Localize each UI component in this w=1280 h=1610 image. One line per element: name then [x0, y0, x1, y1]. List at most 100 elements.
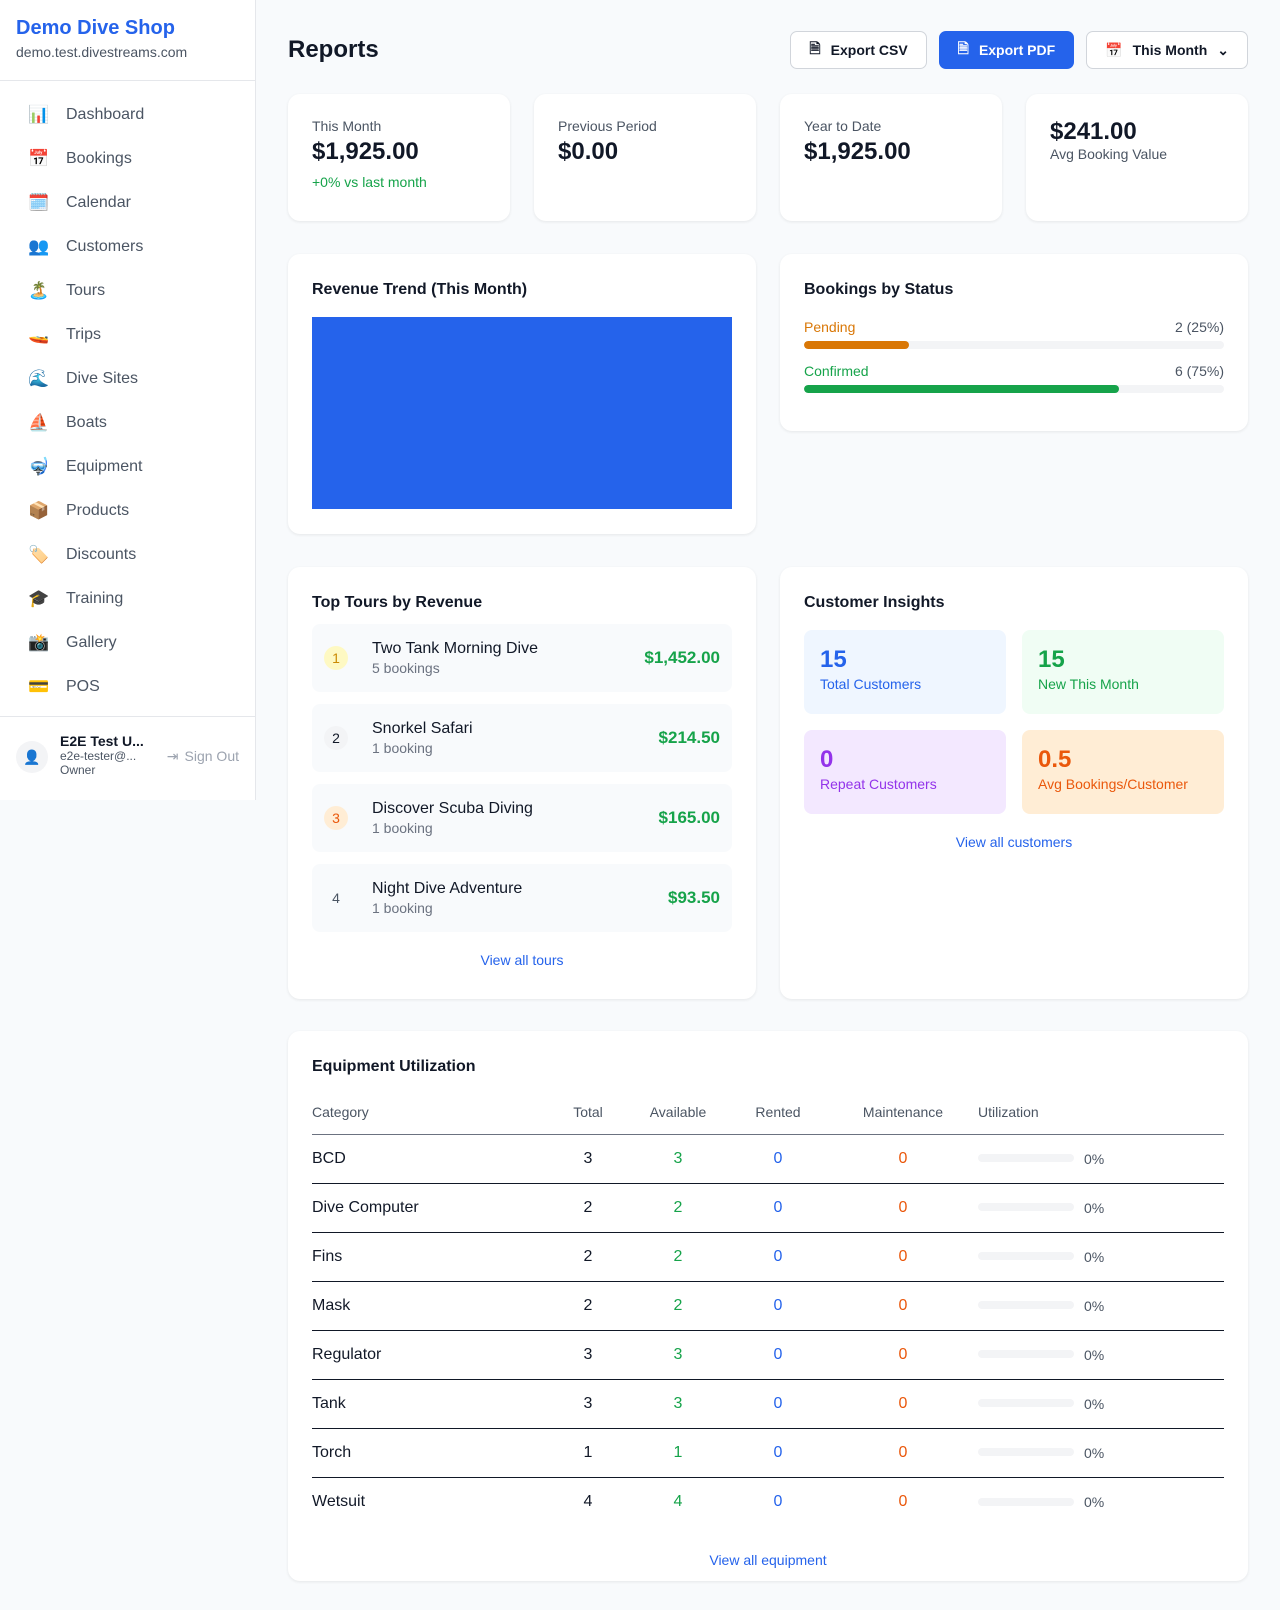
- cell-value: 0: [898, 1149, 908, 1167]
- column-header: Maintenance: [828, 1090, 978, 1135]
- status-label: Pending: [804, 319, 856, 335]
- utilization-percent: 0%: [1084, 1297, 1105, 1314]
- trips-icon: 🚤: [28, 325, 50, 344]
- tour-name: Snorkel Safari: [372, 720, 473, 737]
- cell-value: 0: [773, 1345, 783, 1363]
- sidebar-item-equipment[interactable]: 🤿 Equipment: [16, 445, 239, 489]
- sidebar-item-gallery[interactable]: 📸 Gallery: [16, 621, 239, 665]
- table-cell: 3: [628, 1330, 728, 1380]
- export-csv-button[interactable]: 🗎 Export CSV: [790, 31, 927, 69]
- table-cell: 3: [548, 1330, 628, 1380]
- utilization-bar: [978, 1252, 1074, 1261]
- rank-badge: 3: [324, 806, 348, 830]
- table-cell: Wetsuit: [312, 1477, 548, 1526]
- cell-value: 3: [583, 1149, 593, 1167]
- view-all-equipment-link[interactable]: View all equipment: [709, 1552, 827, 1568]
- stat-change: +0% vs last month: [312, 174, 427, 190]
- cell-value: 0: [773, 1296, 783, 1314]
- table-row: Fins 2 2 0 0 0%: [312, 1232, 1224, 1282]
- utilization-percent: 0%: [1084, 1493, 1105, 1510]
- cell-value: 3: [673, 1394, 683, 1412]
- export-csv-label: Export CSV: [830, 42, 908, 58]
- cell-value: Torch: [312, 1443, 352, 1461]
- cell-value: 0: [773, 1247, 783, 1265]
- table-row: Wetsuit 4 4 0 0 0%: [312, 1477, 1224, 1526]
- sidebar-item-pos[interactable]: 💳 POS: [16, 665, 239, 709]
- table-row: Tank 3 3 0 0 0%: [312, 1379, 1224, 1429]
- insight-tile: 0 Repeat Customers: [804, 730, 1006, 814]
- sidebar-item-trips[interactable]: 🚤 Trips: [16, 313, 239, 357]
- cell-value: 0: [898, 1492, 908, 1510]
- table-cell: 0%: [978, 1183, 1224, 1233]
- sign-out-icon: ⇥: [166, 748, 179, 764]
- cell-value: 2: [583, 1198, 593, 1216]
- insight-tile: 15 Total Customers: [804, 630, 1006, 714]
- sidebar-item-label: Trips: [66, 326, 101, 343]
- equipment-icon: 🤿: [28, 457, 50, 476]
- tour-item[interactable]: 4 Night Dive Adventure 1 booking $93.50: [312, 864, 732, 932]
- sidebar-item-tours[interactable]: 🏝️ Tours: [16, 269, 239, 313]
- boats-icon: ⛵: [28, 413, 50, 432]
- bookings-status-card: Bookings by Status Pending 2 (25%) Confirm…: [780, 254, 1248, 431]
- shop-name[interactable]: Demo Dive Shop: [16, 17, 175, 39]
- chevron-down-icon: ⌄: [1217, 41, 1229, 58]
- sidebar-item-boats[interactable]: ⛵ Boats: [16, 401, 239, 445]
- table-row: BCD 3 3 0 0 0%: [312, 1134, 1224, 1184]
- tour-revenue: $1,452.00: [644, 648, 720, 667]
- tour-item[interactable]: 3 Discover Scuba Diving 1 booking $165.00: [312, 784, 732, 852]
- sidebar-item-dashboard[interactable]: 📊 Dashboard: [16, 93, 239, 137]
- utilization-bar: [978, 1350, 1074, 1359]
- table-cell: 0: [828, 1428, 978, 1478]
- bookings-icon: 📅: [28, 149, 50, 168]
- sidebar-item-calendar[interactable]: 🗓️ Calendar: [16, 181, 239, 225]
- table-cell: 0: [728, 1379, 828, 1429]
- gallery-icon: 📸: [28, 633, 50, 652]
- utilization-bar: [978, 1154, 1074, 1163]
- table-cell: 2: [548, 1183, 628, 1233]
- column-header: Category: [312, 1090, 548, 1135]
- sidebar-item-products[interactable]: 📦 Products: [16, 489, 239, 533]
- period-select[interactable]: 📅 This Month ⌄: [1086, 31, 1248, 69]
- card-title: Customer Insights: [804, 594, 945, 611]
- sidebar-item-discounts[interactable]: 🏷️ Discounts: [16, 533, 239, 577]
- table-cell: 0%: [978, 1477, 1224, 1526]
- insight-value: 15: [1038, 646, 1065, 673]
- table-cell: Mask: [312, 1281, 548, 1331]
- cell-value: 2: [673, 1296, 683, 1314]
- discounts-icon: 🏷️: [28, 545, 50, 564]
- utilization-percent: 0%: [1084, 1346, 1105, 1363]
- sidebar-item-bookings[interactable]: 📅 Bookings: [16, 137, 239, 181]
- tour-revenue: $165.00: [658, 808, 720, 827]
- table-cell: 0: [828, 1183, 978, 1233]
- table-row: Mask 2 2 0 0 0%: [312, 1281, 1224, 1331]
- sidebar-item-label: Equipment: [66, 458, 143, 475]
- stat-value: $1,925.00: [312, 138, 419, 165]
- tour-item[interactable]: 1 Two Tank Morning Dive 5 bookings $1,452.0…: [312, 624, 732, 692]
- cell-value: 0: [773, 1198, 783, 1216]
- sidebar-item-dive-sites[interactable]: 🌊 Dive Sites: [16, 357, 239, 401]
- table-cell: 4: [548, 1477, 628, 1526]
- insight-value: 15: [820, 646, 847, 673]
- calendar-icon: 🗓️: [28, 193, 50, 212]
- table-cell: 2: [548, 1281, 628, 1331]
- user-email: e2e-tester@...: [60, 749, 137, 763]
- sidebar-item-label: Dashboard: [66, 106, 145, 123]
- sidebar-item-training[interactable]: 🎓 Training: [16, 577, 239, 621]
- cell-value: 3: [673, 1149, 683, 1167]
- cell-value: 0: [898, 1394, 908, 1412]
- export-pdf-button[interactable]: 🗎 Export PDF: [938, 31, 1075, 69]
- insight-value: 0: [820, 746, 834, 773]
- customer-insights-card: Customer Insights 15 Total Customers 15 New…: [780, 567, 1248, 999]
- status-progress-fill: [804, 385, 1119, 393]
- stat-value: $1,925.00: [804, 138, 911, 165]
- view-all-tours-link[interactable]: View all tours: [480, 952, 564, 968]
- tour-item[interactable]: 2 Snorkel Safari 1 booking $214.50: [312, 704, 732, 772]
- table-cell: 2: [628, 1281, 728, 1331]
- sign-out-button[interactable]: ⇥ Sign Out: [167, 748, 239, 765]
- table-cell: 0%: [978, 1134, 1224, 1184]
- sidebar-item-customers[interactable]: 👥 Customers: [16, 225, 239, 269]
- view-all-customers-link[interactable]: View all customers: [955, 834, 1073, 850]
- column-header: Available: [628, 1090, 728, 1135]
- card-title: Top Tours by Revenue: [312, 594, 483, 611]
- sidebar-item-label: Bookings: [66, 150, 132, 167]
